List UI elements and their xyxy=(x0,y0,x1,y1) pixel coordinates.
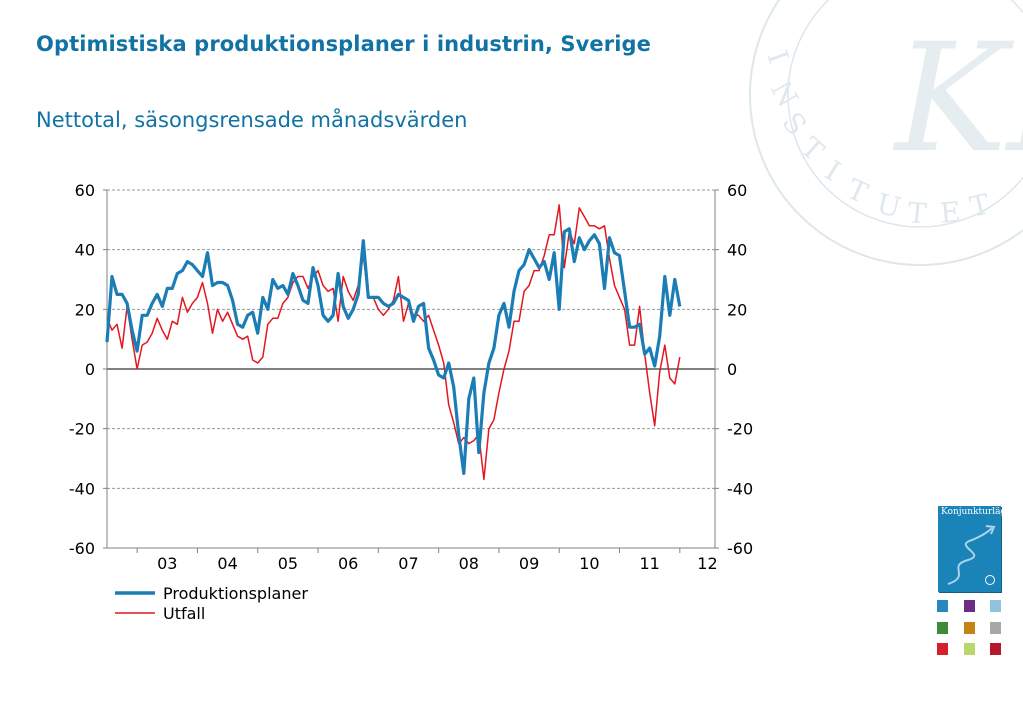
svg-text:T: T xyxy=(906,196,928,231)
report-thumbnail xyxy=(964,622,975,634)
y-tick-label-left: -20 xyxy=(69,420,95,439)
svg-text:KI: KI xyxy=(892,12,1023,186)
x-tick-label: 04 xyxy=(217,554,237,573)
series-line-utfall xyxy=(106,204,681,481)
y-tick-label-right: -60 xyxy=(727,539,753,558)
x-tick-label: 12 xyxy=(697,554,717,573)
y-tick-label-left: 20 xyxy=(75,300,95,319)
x-tick-label: 05 xyxy=(278,554,298,573)
x-tick-label: 09 xyxy=(519,554,539,573)
page-title: Optimistiska produktionsplaner i industr… xyxy=(36,32,651,56)
series-line-produktionsplaner xyxy=(105,227,682,475)
report-thumbnail xyxy=(964,643,975,655)
konjunkturlaget-cover-icon: Konjunkturläget xyxy=(938,506,1016,592)
y-tick-label-left: 40 xyxy=(75,241,95,260)
report-thumbnail xyxy=(937,643,948,655)
report-thumbnail xyxy=(964,600,975,612)
report-thumbnail xyxy=(990,643,1001,655)
report-thumbnail xyxy=(937,622,948,634)
x-tick-label: 08 xyxy=(459,554,479,573)
y-tick-label-right: 60 xyxy=(727,181,747,200)
y-tick-label-right: 20 xyxy=(727,300,747,319)
report-thumbnail xyxy=(990,622,1001,634)
page-subtitle: Nettotal, säsongsrensade månadsvärden xyxy=(36,108,468,132)
x-tick-label: 03 xyxy=(157,554,177,573)
y-tick-label-left: 60 xyxy=(75,181,95,200)
svg-text:E: E xyxy=(939,195,962,230)
y-tick-label-right: -20 xyxy=(727,420,753,439)
x-tick-label: 10 xyxy=(579,554,599,573)
y-tick-label-right: -40 xyxy=(727,479,753,498)
y-tick-label-right: 0 xyxy=(727,360,737,379)
report-thumbnail xyxy=(937,600,948,612)
x-tick-label: 06 xyxy=(338,554,358,573)
legend-item-utfall: Utfall xyxy=(115,603,308,623)
y-tick-label-right: 40 xyxy=(727,241,747,260)
chart-legend: Produktionsplaner Utfall xyxy=(115,583,308,623)
cover-title: Konjunkturläget xyxy=(941,507,1016,517)
report-thumbnail xyxy=(990,600,1001,612)
institute-seal-watermark: N S T I T U T E T I KI xyxy=(749,0,1023,266)
y-tick-label-left: -60 xyxy=(69,539,95,558)
legend-label-produktionsplaner: Produktionsplaner xyxy=(163,583,308,603)
y-tick-label-left: 0 xyxy=(85,360,95,379)
x-tick-label: 11 xyxy=(639,554,659,573)
y-tick-label-left: -40 xyxy=(69,479,95,498)
legend-item-produktionsplaner: Produktionsplaner xyxy=(115,583,308,603)
x-tick-label: 07 xyxy=(398,554,418,573)
legend-label-utfall: Utfall xyxy=(163,603,206,623)
